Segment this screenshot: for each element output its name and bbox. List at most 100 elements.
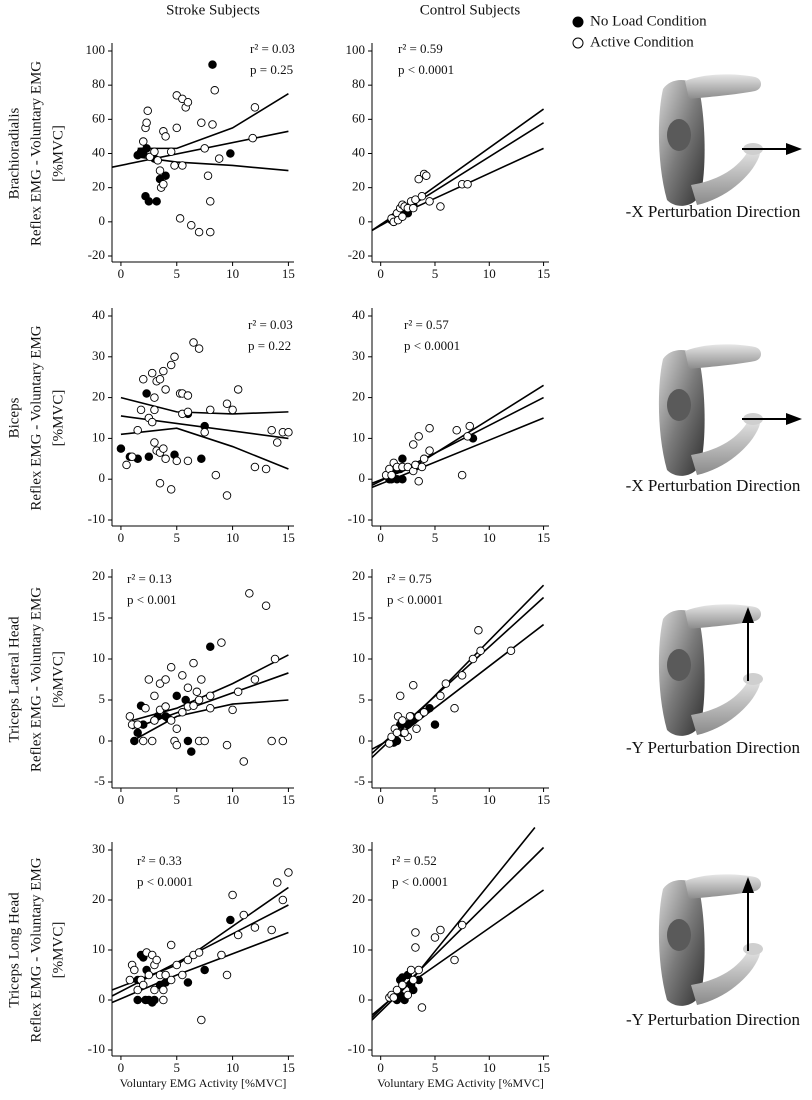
legend-filled-marker <box>572 16 584 28</box>
hand <box>743 673 763 685</box>
open-point <box>194 948 204 957</box>
open-point <box>419 708 429 717</box>
y-tick-label: 80 <box>352 76 365 91</box>
filled-point <box>398 454 407 464</box>
arm-figure <box>658 604 763 736</box>
open-point <box>387 470 396 480</box>
scatter-plot: -10 0 10 20 30 0 5 10 15 r² = 0.52 p < 0.0001 <box>348 826 550 1075</box>
y-tick-label: 5 <box>99 691 106 706</box>
open-point <box>465 421 474 431</box>
y-tick-label: 40 <box>352 144 365 159</box>
open-point <box>172 123 182 133</box>
stat-annotation: p < 0.0001 <box>392 874 448 889</box>
open-point <box>398 212 407 221</box>
open-point <box>159 985 168 995</box>
y-tick-label: -10 <box>88 511 105 526</box>
y-tick-label: 20 <box>92 179 105 194</box>
x-tick-label: 10 <box>226 1060 239 1075</box>
open-point <box>125 712 135 721</box>
y-axis-label: [%MVC] <box>50 390 66 447</box>
open-point <box>170 161 179 170</box>
filled-point <box>142 389 151 398</box>
forearm <box>691 418 760 475</box>
filled-point <box>133 995 142 1005</box>
y-tick-label: 20 <box>352 891 365 906</box>
open-point <box>178 708 187 717</box>
y-axis-label: [%MVC] <box>50 922 66 979</box>
x-tick-label: 0 <box>377 530 384 545</box>
open-point <box>411 195 420 204</box>
y-tick-label: 10 <box>92 429 105 444</box>
open-point <box>192 687 202 697</box>
forearm <box>691 148 760 205</box>
regression-line <box>111 130 289 168</box>
open-point <box>392 728 402 738</box>
open-point <box>228 405 237 415</box>
x-tick-label: 5 <box>432 530 439 545</box>
open-point <box>250 923 260 932</box>
x-tick-label: 0 <box>118 792 125 807</box>
y-tick-label: -5 <box>354 773 365 788</box>
open-point <box>398 716 407 725</box>
column-title: Control Subjects <box>420 2 521 18</box>
filled-point <box>226 149 235 158</box>
open-point <box>203 171 213 180</box>
y-tick-label: 10 <box>352 429 365 444</box>
open-point <box>144 970 154 980</box>
y-tick-label: 30 <box>352 841 365 856</box>
open-point <box>133 985 142 995</box>
open-point <box>222 491 232 500</box>
open-point <box>166 662 176 672</box>
open-point <box>159 179 168 189</box>
open-point <box>398 980 407 990</box>
y-tick-label: 0 <box>99 470 106 485</box>
open-point <box>150 405 159 415</box>
y-tick-label: -10 <box>88 1041 105 1056</box>
x-tick-label: 10 <box>226 792 239 807</box>
open-point <box>155 374 165 384</box>
open-point <box>161 675 170 684</box>
open-point <box>139 736 148 746</box>
filled-point <box>187 747 196 756</box>
filled-point <box>144 197 154 206</box>
stat-annotation: p < 0.0001 <box>137 874 193 889</box>
open-point <box>284 868 293 877</box>
open-point <box>245 589 254 598</box>
open-point <box>457 920 467 930</box>
open-point <box>409 440 418 449</box>
open-point <box>419 454 429 464</box>
open-point <box>450 703 459 713</box>
x-tick-label: 10 <box>483 266 496 281</box>
open-point <box>228 705 237 715</box>
y-tick-label: -5 <box>94 773 105 788</box>
y-tick-label: 40 <box>92 307 105 322</box>
arrow-head <box>786 143 802 155</box>
y-tick-label: 100 <box>346 42 366 57</box>
x-tick-label: 5 <box>174 1060 181 1075</box>
open-point <box>506 646 516 656</box>
open-point <box>139 374 148 384</box>
y-tick-label: -20 <box>348 247 365 262</box>
open-point <box>206 227 215 237</box>
scatter-plot: -10 0 10 20 30 40 0 5 10 15 r² = 0.03 p = 0.22 <box>88 307 295 545</box>
open-point <box>127 452 137 462</box>
x-axis-label: Voluntary EMG Activity [%MVC] <box>377 1076 544 1090</box>
open-point <box>452 425 461 435</box>
y-tick-label: 0 <box>359 470 366 485</box>
open-point <box>273 438 282 447</box>
y-tick-label: 20 <box>352 389 365 404</box>
head <box>667 389 691 421</box>
x-tick-label: 0 <box>118 266 125 281</box>
open-point <box>161 702 170 711</box>
forearm <box>691 948 760 1005</box>
y-tick-label: 20 <box>92 389 105 404</box>
stat-annotation: r² = 0.75 <box>387 571 432 586</box>
open-point <box>250 103 260 112</box>
open-point <box>178 161 187 170</box>
x-tick-label: 15 <box>282 530 295 545</box>
stat-annotation: r² = 0.57 <box>404 317 449 332</box>
open-point <box>222 740 232 750</box>
y-tick-label: 30 <box>92 841 105 856</box>
y-tick-label: 60 <box>352 110 365 125</box>
open-point <box>172 456 182 466</box>
